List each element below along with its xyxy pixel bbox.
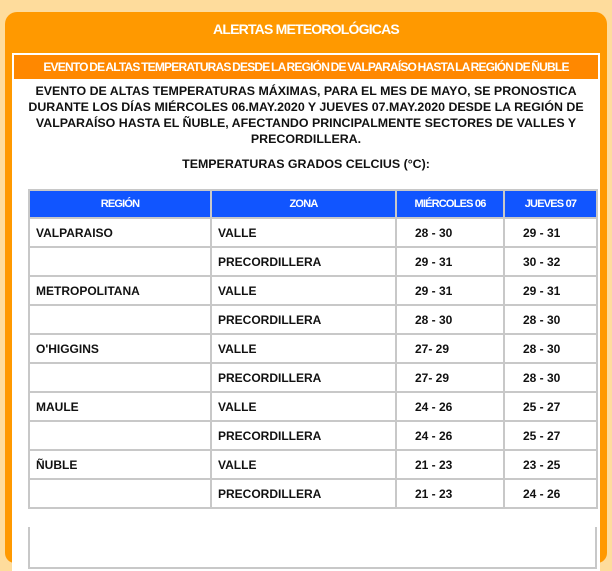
header-wednesday: MIÉRCOLES 06 xyxy=(395,189,505,219)
zone-cell: PRECORDILLERA xyxy=(210,246,397,277)
zone-cell: VALLE xyxy=(210,449,397,480)
empty-table-row xyxy=(28,527,597,569)
header-thursday: JUEVES 07 xyxy=(503,189,598,219)
thursday-cell: 23 - 25 xyxy=(503,449,598,480)
table-row: PRECORDILLERA 28 - 30 28 - 30 xyxy=(28,304,598,335)
event-title: EVENTO DE ALTAS TEMPERATURAS DESDE LA RE… xyxy=(43,60,569,74)
region-cell: VALPARAISO xyxy=(28,217,212,248)
table-row: MAULE VALLE 24 - 26 25 - 27 xyxy=(28,391,598,422)
wednesday-cell: 28 - 30 xyxy=(395,304,505,335)
table-row: VALPARAISO VALLE 28 - 30 29 - 31 xyxy=(28,217,598,248)
event-description: EVENTO DE ALTAS TEMPERATURAS MÁXIMAS, PA… xyxy=(28,84,584,146)
zone-cell: PRECORDILLERA xyxy=(210,362,397,393)
header-wednesday-label: MIÉRCOLES 06 xyxy=(414,198,486,210)
wednesday-cell: 29 - 31 xyxy=(395,275,505,306)
header-region-label: REGIÓN xyxy=(100,198,140,210)
thursday-cell: 25 - 27 xyxy=(503,391,598,422)
thursday-cell: 28 - 30 xyxy=(503,304,598,335)
table-row: METROPOLITANA VALLE 29 - 31 29 - 31 xyxy=(28,275,598,306)
zone-cell: VALLE xyxy=(210,391,397,422)
header-zone: ZONA xyxy=(210,189,397,219)
region-cell xyxy=(28,420,212,451)
table-row: O'HIGGINS VALLE 27- 29 28 - 30 xyxy=(28,333,598,364)
thursday-cell: 29 - 31 xyxy=(503,275,598,306)
region-cell: METROPOLITANA xyxy=(28,275,212,306)
zone-cell: VALLE xyxy=(210,217,397,248)
zone-cell: VALLE xyxy=(210,275,397,306)
event-title-bar: EVENTO DE ALTAS TEMPERATURAS DESDE LA RE… xyxy=(14,55,598,79)
wednesday-cell: 29 - 31 xyxy=(395,246,505,277)
wednesday-cell: 28 - 30 xyxy=(395,217,505,248)
wednesday-cell: 21 - 23 xyxy=(395,478,505,509)
table-row: ÑUBLE VALLE 21 - 23 23 - 25 xyxy=(28,449,598,480)
thursday-cell: 30 - 32 xyxy=(503,246,598,277)
region-cell xyxy=(28,246,212,277)
zone-cell: VALLE xyxy=(210,333,397,364)
wednesday-cell: 21 - 23 xyxy=(395,449,505,480)
wednesday-cell: 24 - 26 xyxy=(395,391,505,422)
alerts-panel: ALERTAS METEOROLÓGICAS EVENTO DE ALTAS T… xyxy=(5,12,607,571)
header-region: REGIÓN xyxy=(28,189,212,219)
table-title: TEMPERATURAS GRADOS CELCIUS (°C): xyxy=(182,157,430,171)
region-cell: ÑUBLE xyxy=(28,449,212,480)
thursday-cell: 24 - 26 xyxy=(503,478,598,509)
thursday-cell: 28 - 30 xyxy=(503,362,598,393)
wednesday-cell: 27- 29 xyxy=(395,362,505,393)
table-header-row: REGIÓN ZONA MIÉRCOLES 06 JUEVES 07 xyxy=(28,189,598,219)
panel-title: ALERTAS METEOROLÓGICAS xyxy=(213,21,400,37)
table-row: PRECORDILLERA 21 - 23 24 - 26 xyxy=(28,478,598,509)
temperature-table: REGIÓN ZONA MIÉRCOLES 06 JUEVES 07 VALPA… xyxy=(28,189,598,509)
header-zone-label: ZONA xyxy=(289,198,319,210)
table-row: PRECORDILLERA 29 - 31 30 - 32 xyxy=(28,246,598,277)
header-thursday-label: JUEVES 07 xyxy=(524,198,577,210)
thursday-cell: 28 - 30 xyxy=(503,333,598,364)
table-row: PRECORDILLERA 27- 29 28 - 30 xyxy=(28,362,598,393)
thursday-cell: 29 - 31 xyxy=(503,217,598,248)
table-row: PRECORDILLERA 24 - 26 25 - 27 xyxy=(28,420,598,451)
wednesday-cell: 24 - 26 xyxy=(395,420,505,451)
wednesday-cell: 27- 29 xyxy=(395,333,505,364)
zone-cell: PRECORDILLERA xyxy=(210,420,397,451)
alert-content: EVENTO DE ALTAS TEMPERATURAS DESDE LA RE… xyxy=(12,53,600,571)
region-cell: MAULE xyxy=(28,391,212,422)
zone-cell: PRECORDILLERA xyxy=(210,304,397,335)
thursday-cell: 25 - 27 xyxy=(503,420,598,451)
region-cell: O'HIGGINS xyxy=(28,333,212,364)
region-cell xyxy=(28,304,212,335)
region-cell xyxy=(28,362,212,393)
zone-cell: PRECORDILLERA xyxy=(210,478,397,509)
region-cell xyxy=(28,478,212,509)
